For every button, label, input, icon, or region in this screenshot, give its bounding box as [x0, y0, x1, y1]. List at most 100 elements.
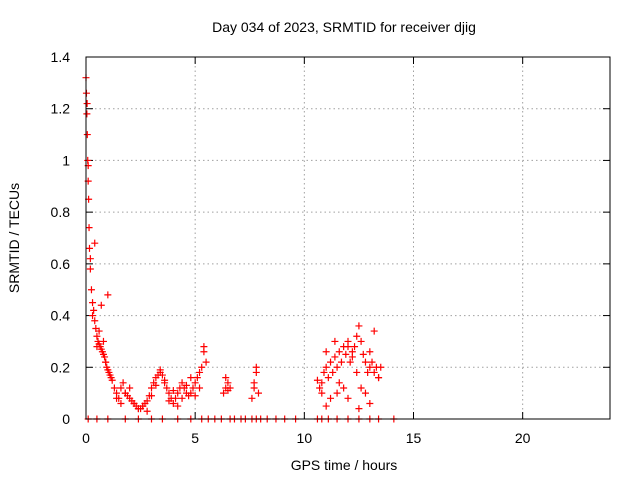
data-point — [370, 327, 378, 335]
y-tick-label: 0.8 — [51, 204, 71, 220]
data-point — [148, 392, 155, 400]
data-point — [163, 384, 171, 392]
data-point — [202, 358, 210, 366]
data-point — [355, 405, 363, 413]
data-point — [152, 381, 160, 389]
data-point — [361, 389, 369, 397]
data-point — [377, 363, 385, 371]
data-point — [108, 376, 116, 384]
data-point — [313, 376, 321, 384]
data-point — [318, 389, 326, 397]
chart-title: Day 034 of 2023, SRMTID for receiver dji… — [212, 19, 476, 35]
data-point — [366, 348, 374, 356]
data-point — [224, 379, 232, 387]
data-point — [91, 239, 99, 247]
data-point — [191, 379, 199, 387]
data-point — [121, 389, 129, 397]
data-point — [169, 399, 177, 407]
data-point — [331, 337, 339, 345]
data-point — [174, 389, 182, 397]
data-point — [250, 384, 258, 392]
data-point — [322, 363, 330, 371]
data-point — [169, 387, 177, 395]
data-point — [178, 394, 186, 402]
data-point — [101, 353, 109, 361]
data-point — [93, 343, 101, 351]
data-points — [82, 74, 398, 423]
data-point — [130, 399, 138, 407]
data-point — [370, 368, 378, 376]
data-point — [344, 394, 352, 402]
data-point — [320, 368, 328, 376]
data-point — [174, 402, 182, 410]
grid-lines — [86, 57, 610, 419]
data-point — [126, 384, 134, 392]
data-point — [327, 394, 335, 402]
data-point — [95, 327, 103, 335]
data-point — [178, 379, 186, 387]
data-point — [353, 332, 361, 340]
data-point — [102, 358, 110, 366]
data-point — [322, 402, 330, 410]
data-point — [187, 389, 195, 397]
x-tick-label: 20 — [515, 430, 531, 446]
y-tick-label: 0.6 — [51, 256, 71, 272]
data-point — [93, 332, 101, 340]
data-point — [91, 317, 99, 325]
data-point — [252, 368, 260, 376]
data-point — [335, 348, 343, 356]
data-point — [196, 384, 204, 392]
data-point — [375, 374, 383, 382]
data-point — [348, 353, 356, 361]
data-point — [189, 384, 197, 392]
y-axis-label: SRMTID / TECUs — [6, 183, 22, 293]
data-point — [248, 394, 256, 402]
data-point — [187, 374, 195, 382]
data-point — [117, 384, 125, 392]
data-point — [165, 397, 173, 405]
data-point — [158, 371, 166, 379]
data-point — [143, 397, 151, 405]
x-axis-label: GPS time / hours — [291, 457, 398, 473]
x-tick-label: 15 — [406, 430, 422, 446]
data-point — [110, 384, 118, 392]
data-point — [134, 405, 142, 413]
data-point — [182, 381, 190, 389]
data-point — [324, 374, 332, 382]
y-tick-label: 0.2 — [51, 359, 71, 375]
x-tick-label: 0 — [82, 430, 90, 446]
plot-frame — [85, 56, 611, 420]
data-point — [340, 384, 348, 392]
data-point — [355, 322, 363, 330]
data-point — [83, 110, 91, 118]
data-point — [346, 358, 354, 366]
data-point — [200, 343, 208, 351]
data-point — [87, 286, 95, 294]
data-point — [331, 353, 339, 361]
data-point — [161, 379, 169, 387]
data-point — [366, 363, 374, 371]
data-point — [318, 379, 326, 387]
data-point — [193, 374, 201, 382]
y-tick-label: 0 — [62, 411, 70, 427]
data-point — [220, 389, 228, 397]
data-point — [327, 358, 335, 366]
data-point — [342, 350, 350, 358]
data-point — [222, 374, 230, 382]
data-point — [99, 337, 107, 345]
data-point — [86, 255, 94, 263]
data-point — [368, 358, 376, 366]
data-point — [89, 312, 97, 320]
data-point — [337, 358, 345, 366]
data-point — [357, 337, 365, 345]
data-point — [97, 301, 105, 309]
data-point — [335, 379, 343, 387]
data-point — [344, 343, 352, 351]
data-point — [357, 384, 365, 392]
data-point — [117, 399, 125, 407]
x-tick-label: 10 — [297, 430, 313, 446]
data-point — [85, 244, 93, 252]
y-tick-label: 1.4 — [51, 49, 71, 65]
data-point — [224, 387, 232, 395]
data-point — [113, 394, 121, 402]
